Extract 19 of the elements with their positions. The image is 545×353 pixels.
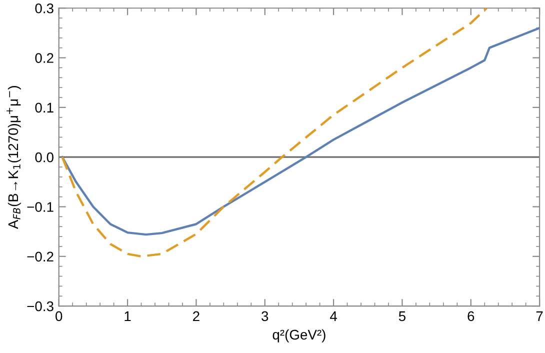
text: A$_{FB}$(B→K$_{1}$(1270)μ$^{+}$μ$^{−}$) [6,86,21,229]
x-tick-label: 1 [124,311,131,321]
x-tick-label: 7 [536,311,543,321]
x-tick-label: 2 [193,311,200,321]
x-tick-label: 0 [56,311,62,322]
y-tick-label: 0.1 [35,102,54,113]
y-tick-label: −0.2 [27,252,54,262]
x-tick-label: 3 [262,311,268,322]
x-tick-label: 6 [468,311,474,322]
line-series [61,26,540,236]
y-tick-label: 0.0 [35,152,54,162]
x-tick-label: 4 [330,311,337,321]
y-tick-label: −0.3 [27,301,54,312]
x-tick-label: 5 [398,311,406,322]
y-tick-label: 0.2 [35,53,54,63]
x-axis-title: q²(GeV²) [272,329,326,342]
y-tick-label: 0.3 [35,3,54,14]
line-series [61,8,488,258]
y-tick-label: −0.1 [27,202,54,212]
